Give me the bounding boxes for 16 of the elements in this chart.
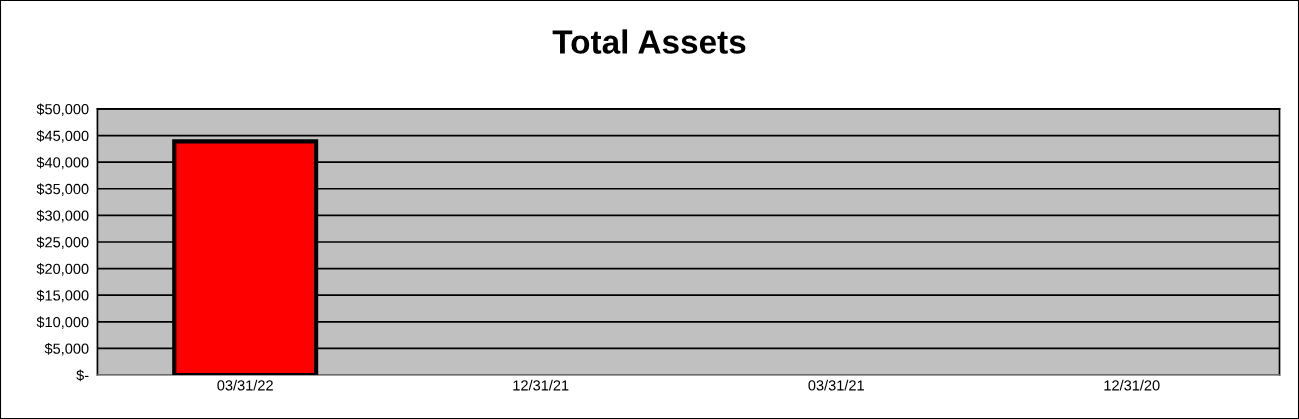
- y-tick-label: $20,000: [36, 263, 89, 276]
- y-tick-label: $50,000: [36, 103, 89, 117]
- x-tick-label: 03/31/22: [217, 379, 273, 391]
- y-tick-label: $5,000: [44, 342, 89, 356]
- x-tick-label: 12/31/21: [513, 379, 569, 391]
- y-tick-label: $45,000: [36, 130, 89, 143]
- y-tick-label: $30,000: [36, 209, 89, 223]
- y-tick-label: $10,000: [36, 316, 89, 329]
- x-tick-label: 12/31/20: [1104, 379, 1160, 391]
- y-tick-label: $25,000: [36, 236, 89, 250]
- y-tick-label: $35,000: [36, 183, 89, 196]
- y-tick-label: $15,000: [36, 289, 89, 303]
- y-tick-label: $-: [76, 369, 89, 382]
- chart-title: Total Assets: [552, 29, 746, 54]
- x-tick-label: 03/31/21: [808, 379, 864, 391]
- y-tick-label: $40,000: [36, 156, 89, 170]
